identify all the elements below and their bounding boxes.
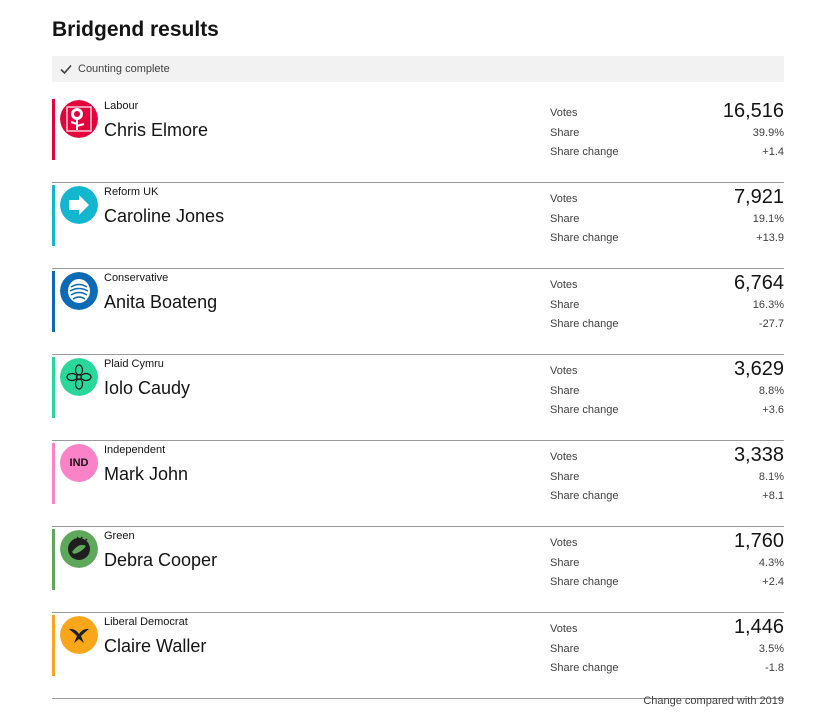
share-label: Share [550, 299, 580, 311]
share-change-value: -27.7 [758, 318, 784, 330]
share-change-label: Share change [550, 232, 619, 244]
share-value: 4.3% [758, 557, 784, 569]
party-color-bar [52, 615, 55, 676]
share-value: 39.9% [752, 127, 784, 139]
votes-value: 3,338 [733, 444, 784, 466]
party-color-bar [52, 99, 55, 160]
results-list: Labour Chris Elmore Votes Share Share ch… [52, 97, 784, 699]
share-value: 19.1% [752, 213, 784, 225]
party-name: Liberal Democrat [104, 616, 188, 628]
conservative-tree-icon [60, 272, 98, 310]
votes-label: Votes [550, 279, 578, 291]
votes-label: Votes [550, 365, 578, 377]
party-name: Plaid Cymru [104, 358, 164, 370]
votes-label: Votes [550, 623, 578, 635]
result-row: Reform UK Caroline Jones Votes Share Sha… [52, 183, 784, 269]
share-change-value: -1.8 [765, 662, 784, 674]
result-row: IND Independent Mark John Votes Share Sh… [52, 441, 784, 527]
share-label: Share [550, 471, 580, 483]
candidate-name: Iolo Caudy [104, 378, 191, 398]
votes-label: Votes [550, 537, 578, 549]
votes-value: 1,446 [733, 616, 784, 638]
share-change-value: +3.6 [762, 404, 784, 416]
result-row: Plaid Cymru Iolo Caudy Votes Share Share… [52, 355, 784, 441]
share-change-label: Share change [550, 490, 619, 502]
party-color-bar [52, 271, 55, 332]
candidate-name: Caroline Jones [104, 206, 225, 226]
share-label: Share [550, 557, 580, 569]
page-title: Bridgend results [52, 18, 219, 41]
candidate-name: Anita Boateng [104, 292, 218, 312]
candidate-name: Debra Cooper [104, 550, 218, 570]
votes-label: Votes [550, 107, 578, 119]
comparison-note: Change compared with 2019 [643, 695, 784, 707]
green-party-icon [60, 530, 98, 568]
labour-rose-icon [60, 100, 98, 138]
party-name: Reform UK [104, 186, 159, 198]
share-change-value: +2.4 [762, 576, 784, 588]
party-name: Independent [104, 444, 166, 456]
plaid-cymru-icon [60, 358, 98, 396]
share-value: 8.8% [758, 385, 784, 397]
result-row: Green Debra Cooper Votes Share Share cha… [52, 527, 784, 613]
votes-value: 3,629 [733, 358, 784, 380]
share-change-label: Share change [550, 318, 619, 330]
share-change-label: Share change [550, 576, 619, 588]
result-row: Labour Chris Elmore Votes Share Share ch… [52, 97, 784, 183]
share-label: Share [550, 213, 580, 225]
check-icon [60, 64, 72, 75]
party-name: Labour [104, 100, 139, 112]
share-change-label: Share change [550, 404, 619, 416]
share-change-value: +13.9 [756, 232, 784, 244]
votes-value: 6,764 [733, 272, 784, 294]
share-label: Share [550, 127, 580, 139]
share-change-value: +8.1 [762, 490, 784, 502]
party-color-bar [52, 529, 55, 590]
share-label: Share [550, 643, 580, 655]
votes-label: Votes [550, 193, 578, 205]
party-name: Conservative [104, 272, 169, 284]
share-change-value: +1.4 [762, 146, 784, 158]
party-color-bar [52, 443, 55, 504]
share-change-label: Share change [550, 146, 619, 158]
candidate-name: Claire Waller [104, 636, 207, 656]
share-change-label: Share change [550, 662, 619, 674]
share-label: Share [550, 385, 580, 397]
reform-arrow-icon [60, 186, 98, 224]
votes-label: Votes [550, 451, 578, 463]
party-name: Green [104, 530, 135, 542]
votes-value: 16,516 [722, 100, 784, 122]
result-row: Liberal Democrat Claire Waller Votes Sha… [52, 613, 784, 699]
party-color-bar [52, 357, 55, 418]
votes-value: 7,921 [733, 186, 784, 208]
counting-status-text: Counting complete [78, 63, 170, 75]
share-value: 16.3% [752, 299, 784, 311]
candidate-name: Chris Elmore [104, 120, 209, 140]
independent-badge-text: IND [69, 457, 89, 469]
candidate-name: Mark John [104, 464, 189, 484]
libdem-bird-icon [60, 616, 98, 654]
party-color-bar [52, 185, 55, 246]
result-row: Conservative Anita Boateng Votes Share S… [52, 269, 784, 355]
independent-badge-icon: IND [60, 444, 98, 482]
share-value: 8.1% [758, 471, 784, 483]
share-value: 3.5% [758, 643, 784, 655]
counting-status-bar: Counting complete [52, 56, 784, 82]
votes-value: 1,760 [733, 530, 784, 552]
